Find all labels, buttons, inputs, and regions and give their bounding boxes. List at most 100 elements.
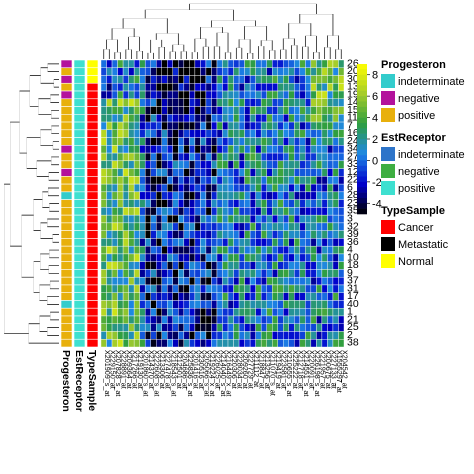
heatmap-cell xyxy=(216,152,223,162)
heatmap-cell xyxy=(205,59,212,68)
heatmap-cell xyxy=(283,191,289,200)
heatmap-cell xyxy=(178,98,185,107)
heatmap-cell xyxy=(205,207,212,216)
heatmap-cell xyxy=(122,222,129,231)
heatmap-cell xyxy=(178,168,185,177)
column-dendrogram-branch xyxy=(106,39,118,53)
heatmap-cell xyxy=(222,160,229,169)
heatmap-cell xyxy=(260,121,267,131)
heatmap-cell xyxy=(139,222,146,231)
heatmap-cell xyxy=(111,269,118,278)
heatmap-cell xyxy=(183,145,190,154)
heatmap-cell xyxy=(161,83,168,92)
heatmap-cell xyxy=(194,114,201,123)
heatmap-cell xyxy=(156,83,162,92)
row-label: 27 xyxy=(347,150,359,162)
column-label: X201860_s_at xyxy=(142,350,151,396)
heatmap-cell xyxy=(233,160,240,169)
heatmap-cell xyxy=(122,83,129,92)
heatmap-cell xyxy=(305,67,312,76)
heatmap-cell xyxy=(150,59,157,68)
heatmap-cell xyxy=(310,83,317,92)
heatmap-cell xyxy=(316,59,323,68)
heatmap-cell xyxy=(272,152,278,162)
heatmap-cell xyxy=(277,300,284,309)
heatmap-cell xyxy=(272,292,278,301)
heatmap-cell xyxy=(183,284,190,293)
heatmap-cell xyxy=(222,191,229,200)
heatmap-cell xyxy=(222,183,229,193)
heatmap-cell xyxy=(200,83,207,92)
heatmap-cell xyxy=(144,145,151,154)
heatmap-cell xyxy=(144,339,151,348)
heatmap-cell xyxy=(244,145,251,154)
heatmap-cell xyxy=(200,176,207,185)
heatmap-cell xyxy=(194,160,201,169)
heatmap-cell xyxy=(227,207,234,216)
column-dendrogram-branch xyxy=(144,9,234,21)
annotation-cell-typesample xyxy=(86,137,99,146)
heatmap-cell xyxy=(244,160,251,169)
heatmap-cell xyxy=(338,83,345,92)
column-label: X218847_at xyxy=(258,350,267,389)
column-label: X221957_at xyxy=(318,350,327,389)
annotation-cell-progesteron xyxy=(60,269,73,278)
heatmap-cell xyxy=(277,292,284,301)
heatmap-cell xyxy=(305,106,312,115)
heatmap-cell xyxy=(310,323,317,332)
heatmap-cell xyxy=(283,199,289,208)
legend-swatch xyxy=(381,147,395,161)
heatmap-cell xyxy=(272,191,278,200)
heatmap-cell xyxy=(233,308,240,317)
heatmap-cell xyxy=(238,90,245,99)
heatmap-cell xyxy=(238,261,245,270)
heatmap-cell xyxy=(144,121,151,131)
heatmap-cell xyxy=(238,152,245,162)
heatmap-cell xyxy=(128,331,135,340)
heatmap-cell xyxy=(244,222,251,231)
heatmap-cell xyxy=(227,59,234,68)
heatmap-cell xyxy=(338,199,345,208)
heatmap-cell xyxy=(321,59,328,68)
heatmap-cell xyxy=(128,276,135,286)
heatmap-cell xyxy=(111,339,118,348)
heatmap-cell xyxy=(200,75,207,84)
row-label: 7 xyxy=(347,119,353,131)
heatmap-cell xyxy=(122,230,129,239)
heatmap-cell xyxy=(238,129,245,138)
heatmap-cell xyxy=(144,269,151,278)
heatmap-cell xyxy=(299,98,306,107)
heatmap-cell xyxy=(117,331,124,340)
heatmap-cell xyxy=(100,230,107,239)
heatmap-cell xyxy=(161,245,168,255)
heatmap-cell xyxy=(238,323,245,332)
heatmap-cell xyxy=(216,207,223,216)
heatmap-cell xyxy=(277,114,284,123)
heatmap-cell xyxy=(233,207,240,216)
heatmap-cell xyxy=(272,253,278,262)
annotation-cell-progesteron xyxy=(60,315,73,325)
heatmap-cell xyxy=(288,83,295,92)
heatmap-cell xyxy=(161,137,168,146)
heatmap-cell xyxy=(172,238,179,247)
heatmap-cell xyxy=(161,59,168,68)
column-dendrogram-branch xyxy=(200,27,223,39)
heatmap-cell xyxy=(260,152,267,162)
heatmap-cell xyxy=(299,191,306,200)
heatmap-cell xyxy=(133,238,140,247)
heatmap-cell xyxy=(283,114,289,123)
heatmap-cell xyxy=(156,59,162,68)
heatmap-cell xyxy=(277,75,284,84)
heatmap-cell xyxy=(106,308,113,317)
heatmap-cell xyxy=(211,230,218,239)
heatmap-cell xyxy=(178,176,185,185)
heatmap-cell xyxy=(211,75,218,84)
heatmap-cell xyxy=(150,145,157,154)
heatmap-cell xyxy=(321,222,328,231)
heatmap-cell xyxy=(310,152,317,162)
heatmap-cell xyxy=(106,137,113,146)
heatmap-cell xyxy=(167,222,173,231)
heatmap-cell xyxy=(156,269,162,278)
heatmap-cell xyxy=(133,308,140,317)
heatmap-cell xyxy=(122,253,129,262)
